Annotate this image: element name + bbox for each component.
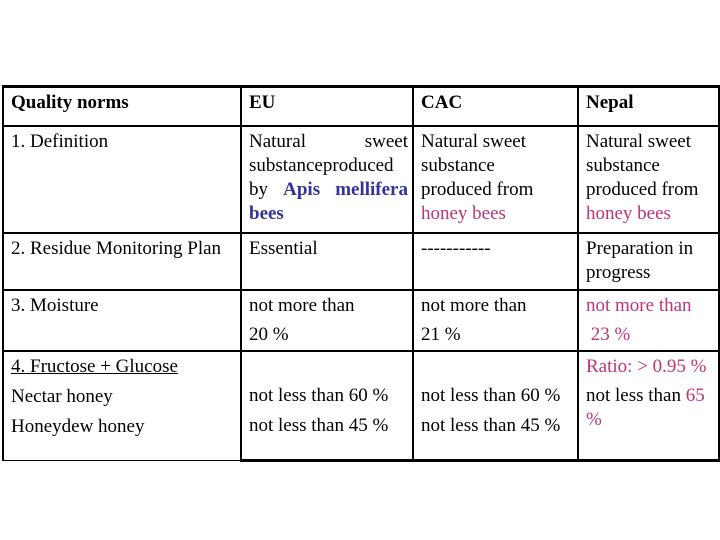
header-row: Quality norms EU CAC Nepal [2,85,720,127]
residue-label: 2. Residue Monitoring Plan [11,237,222,259]
moisture-nepal-value: 23 % [586,323,631,345]
definition-eu-text: Natural sweet substanceproduced by Apis … [249,130,408,226]
fructose-cac-spacer [421,355,573,384]
fructose-label-nectar: Nectar honey [11,385,113,407]
table-container: Quality norms EU CAC Nepal 1. Definition… [2,85,720,462]
moisture-cac-line1: not more than [421,294,527,316]
cell-residue-cac: ----------- [412,231,579,291]
header-cell-quality-norms: Quality norms [2,85,242,127]
header-label-cac: CAC [421,92,463,113]
cell-moisture-nepal: not more than 23 % [577,288,720,352]
definition-nepal-plain: Natural sweet substance produced from [586,130,699,200]
definition-nepal-honey-bees: honey bees [586,202,671,224]
cell-fructose-eu: not less than 60 % not less than 45 % [240,349,414,462]
moisture-eu-line1: not more than [249,294,355,316]
fructose-nepal-plain: not less than [586,384,686,406]
table-row-definition: 1. Definition Natural sweet substancepro… [2,124,720,234]
moisture-eu-value: 20 % [249,323,289,345]
definition-nepal-text: Natural sweet substance produced from ho… [586,130,714,226]
cell-residue-label: 2. Residue Monitoring Plan [2,231,242,291]
cell-definition-eu: Natural sweet substanceproduced by Apis … [240,124,414,234]
header-cell-nepal: Nepal [577,85,720,127]
table-row-moisture: 3. Moisture not more than 20 % not more t… [2,288,720,352]
moisture-label: 3. Moisture [11,294,99,316]
quality-norms-table: Quality norms EU CAC Nepal 1. Definition… [2,85,720,462]
cell-residue-nepal: Preparation in progress [577,231,720,291]
definition-cac-text: Natural sweet substance produced from ho… [421,130,573,226]
cell-moisture-cac: not more than 21 % [412,288,579,352]
fructose-eu-nectar-value: not less than 60 % [249,384,389,406]
fructose-eu-honeydew-value: not less than 45 % [249,414,389,436]
cell-moisture-label: 3. Moisture [2,288,242,352]
definition-label: 1. Definition [11,130,109,152]
moisture-nepal-line1: not more than [586,294,692,316]
fructose-nepal-ratio: Ratio: > 0.95 % [586,355,707,377]
residue-eu-text: Essential [249,237,318,259]
header-cell-cac: CAC [412,85,579,127]
cell-fructose-cac: not less than 60 % not less than 45 % [412,349,579,462]
table-row-fructose-glucose: 4. Fructose + Glucose Nectar honey Honeyde… [2,349,720,462]
table-row-residue-monitoring: 2. Residue Monitoring Plan Essential ---… [2,231,720,291]
fructose-label-title: 4. Fructose + Glucose [11,355,178,377]
cell-definition-cac: Natural sweet substance produced from ho… [412,124,579,234]
fructose-eu-spacer [249,355,408,384]
fructose-label-honeydew: Honeydew honey [11,415,145,437]
definition-eu-species: Apis mellifera bees [249,178,408,224]
moisture-cac-value: 21 % [421,323,461,345]
header-label-eu: EU [249,92,276,113]
fructose-cac-honeydew-value: not less than 45 % [421,414,561,436]
header-label-quality-norms: Quality norms [11,92,129,113]
fructose-nepal-value: not less than 65 % [586,384,714,432]
cell-definition-label: 1. Definition [2,124,242,234]
definition-cac-plain: Natural sweet substance produced from [421,130,534,200]
header-label-nepal: Nepal [586,92,634,113]
fructose-nepal-number: 65 % [586,384,705,430]
header-cell-eu: EU [240,85,414,127]
cell-moisture-eu: not more than 20 % [240,288,414,352]
fructose-cac-nectar-value: not less than 60 % [421,384,561,406]
definition-eu-plain: Natural sweet substanceproduced by [249,130,408,200]
cell-definition-nepal: Natural sweet substance produced from ho… [577,124,720,234]
cell-fructose-label: 4. Fructose + Glucose Nectar honey Honeyde… [2,349,242,461]
residue-cac-dashes: ----------- [421,237,491,259]
cell-fructose-nepal: Ratio: > 0.95 % not less than 65 % [577,349,720,462]
definition-cac-honey-bees: honey bees [421,202,506,224]
cell-residue-eu: Essential [240,231,414,291]
residue-nepal-text: Preparation in progress [586,237,694,283]
